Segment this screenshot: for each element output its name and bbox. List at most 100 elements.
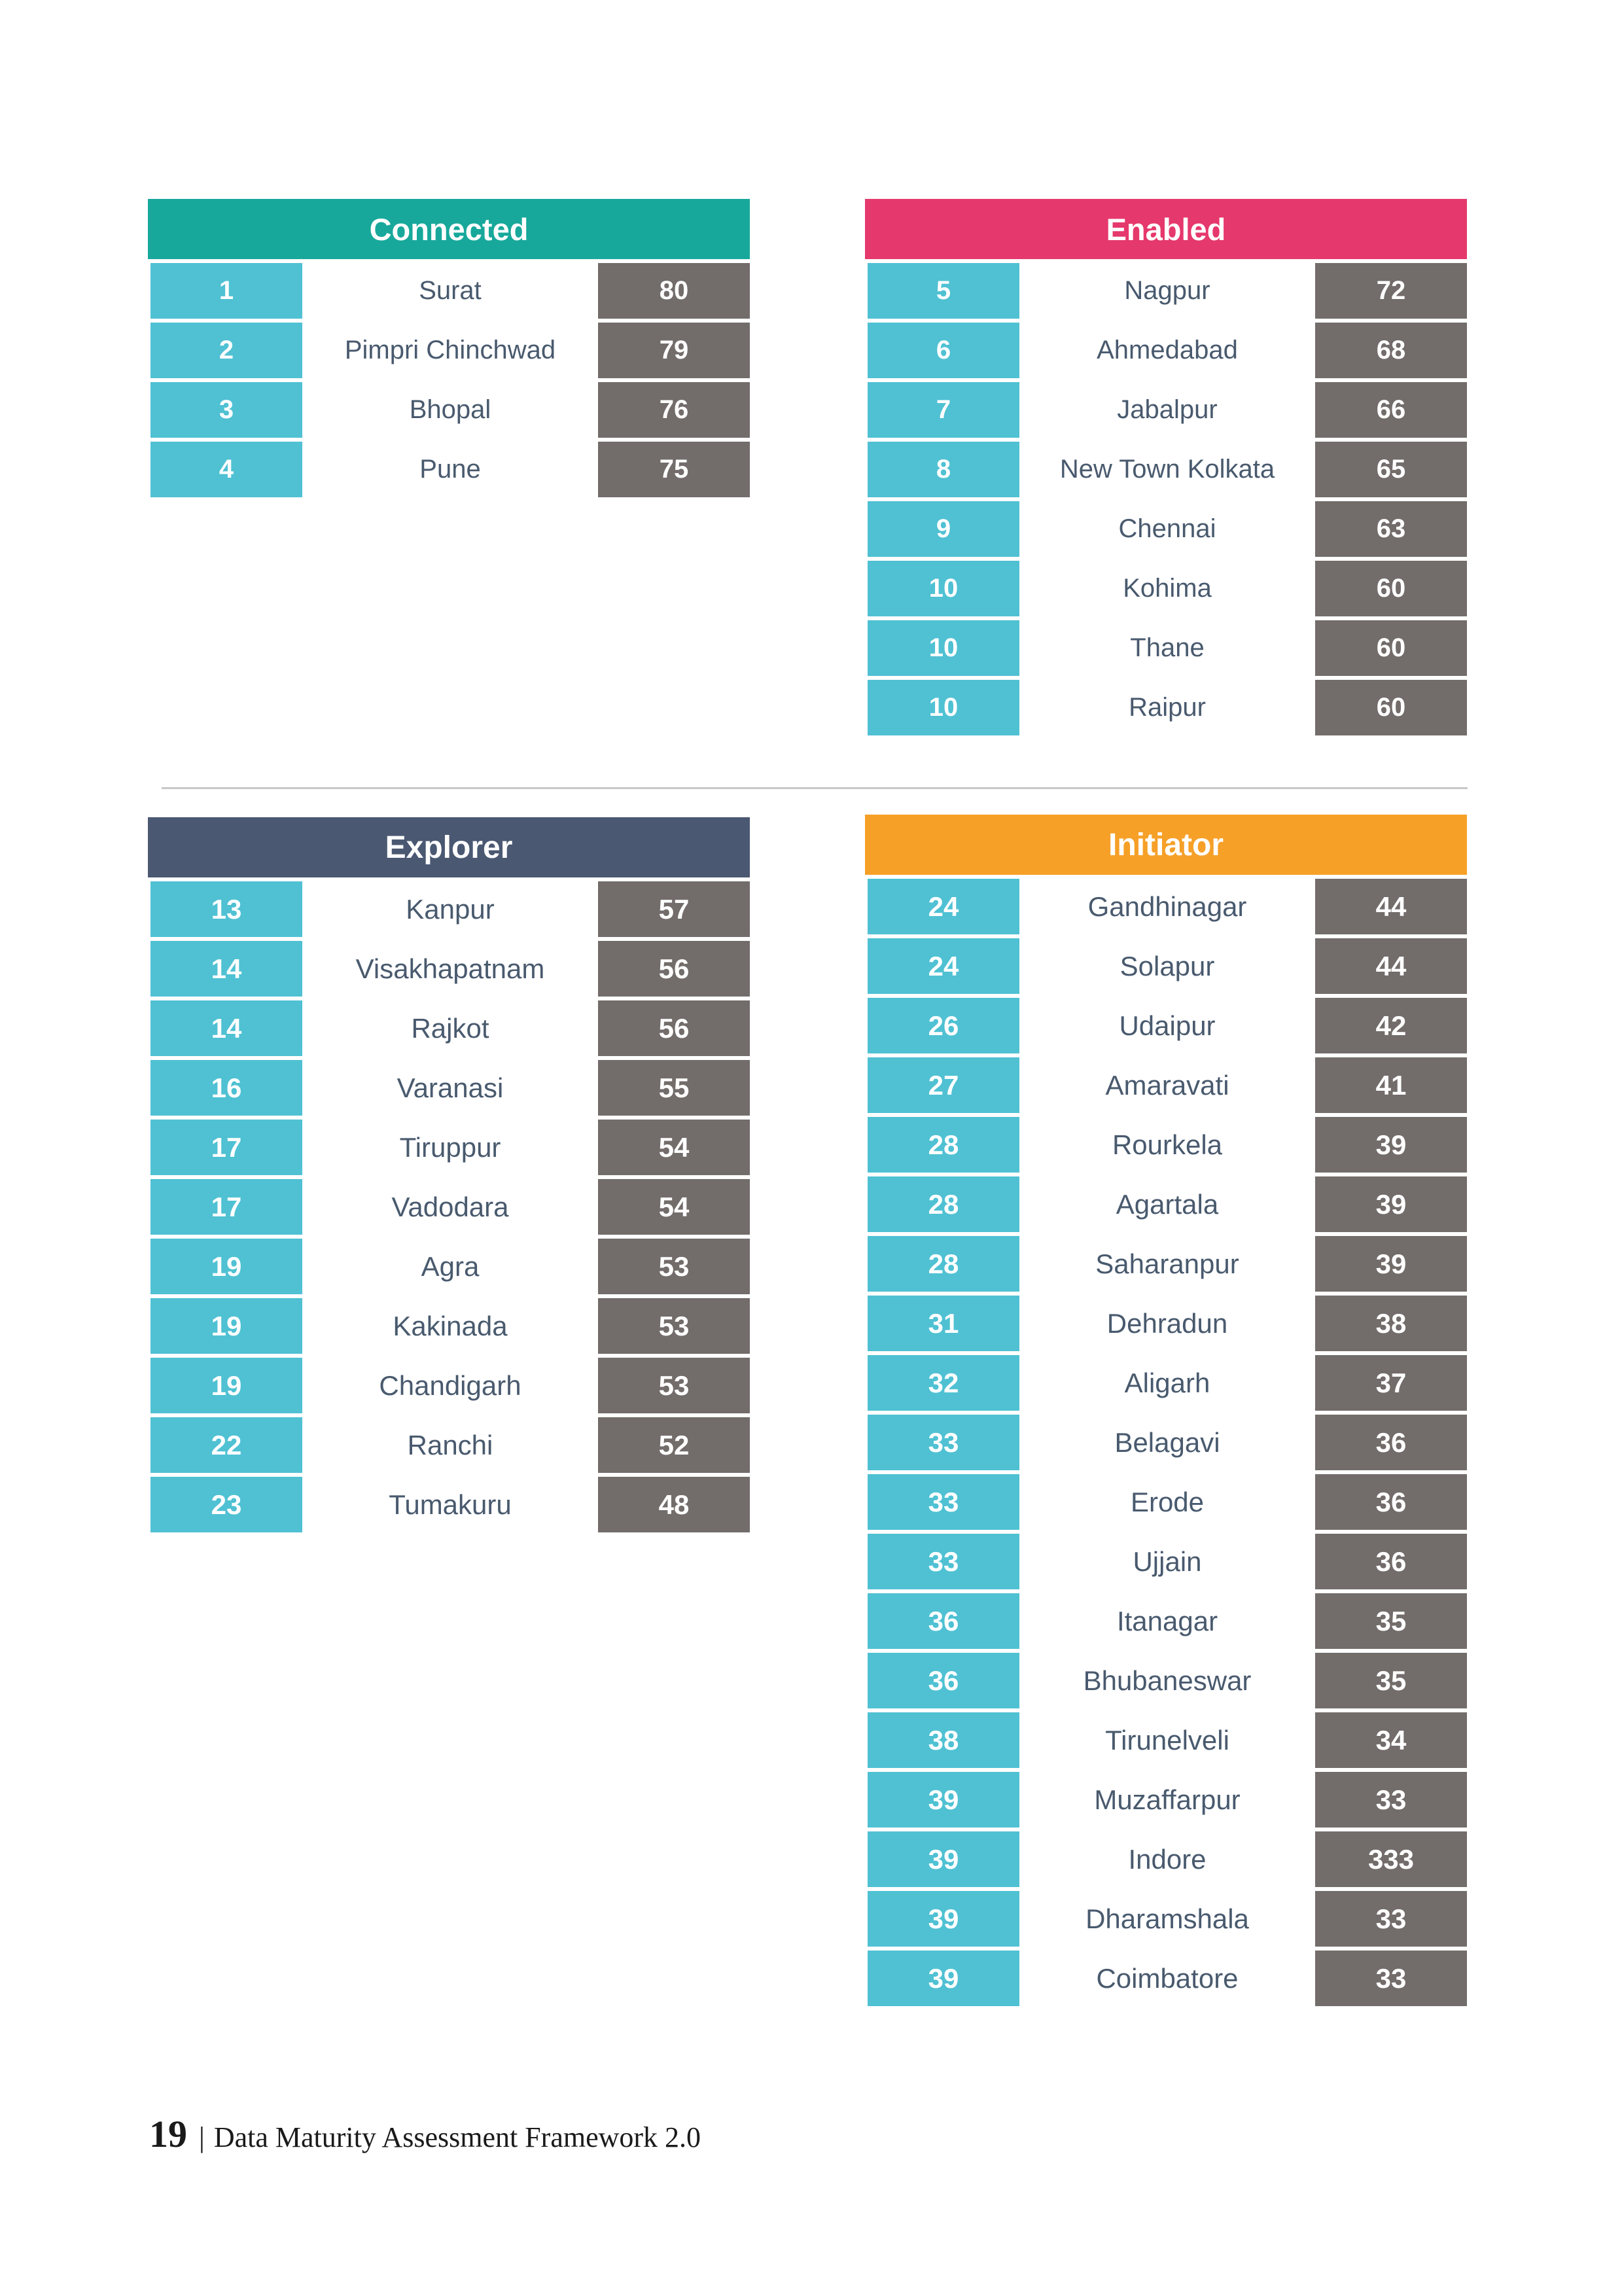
score-cell: 39 xyxy=(1315,1236,1467,1292)
score-cell: 39 xyxy=(1315,1176,1467,1232)
rank-cell: 33 xyxy=(868,1415,1019,1470)
score-cell: 54 xyxy=(598,1179,750,1235)
city-cell: Chennai xyxy=(1118,514,1216,543)
panel-connected: Connected 1 Surat 80 2 Pimpri Chinchwad 79 3 Bh… xyxy=(148,199,750,501)
page-number: 19 xyxy=(149,2113,187,2155)
rank-cell: 16 xyxy=(150,1060,302,1116)
ranking-rows-explorer: 13 Kanpur 57 14 Visakhapatnam 56 14 Rajkot 56 16 V… xyxy=(148,881,750,1532)
rank-cell: 26 xyxy=(868,998,1019,1053)
score-cell: 55 xyxy=(598,1060,750,1116)
score-cell: 53 xyxy=(598,1298,750,1354)
rank-cell: 22 xyxy=(150,1417,302,1473)
city-cell: Solapur xyxy=(1120,950,1215,981)
city-cell: Tumakuru xyxy=(389,1489,512,1520)
city-cell: Agra xyxy=(421,1250,480,1282)
table-row: 24 Gandhinagar 44 xyxy=(865,879,1467,934)
city-cell: Udaipur xyxy=(1119,1010,1216,1041)
score-cell: 38 xyxy=(1315,1296,1467,1351)
table-row: 39 Indore 333 xyxy=(865,1831,1467,1887)
table-row: 24 Solapur 44 xyxy=(865,938,1467,994)
panel-header-explorer: Explorer xyxy=(148,817,750,877)
table-row: 26 Udaipur 42 xyxy=(865,998,1467,1053)
city-cell: Tiruppur xyxy=(399,1131,501,1163)
score-cell: 80 xyxy=(598,263,750,319)
score-cell: 79 xyxy=(598,323,750,378)
table-row: 28 Rourkela 39 xyxy=(865,1117,1467,1173)
table-row: 36 Bhubaneswar 35 xyxy=(865,1653,1467,1708)
rank-cell: 14 xyxy=(150,941,302,997)
city-cell: Visakhapatnam xyxy=(355,953,545,984)
table-row: 19 Kakinada 53 xyxy=(148,1298,750,1354)
table-row: 6 Ahmedabad 68 xyxy=(865,323,1467,378)
city-cell: Dharamshala xyxy=(1085,1903,1249,1934)
city-cell: Vadodara xyxy=(391,1191,509,1222)
rank-cell: 31 xyxy=(868,1296,1019,1351)
rank-cell: 19 xyxy=(150,1239,302,1294)
score-cell: 52 xyxy=(598,1417,750,1473)
score-cell: 53 xyxy=(598,1358,750,1413)
rank-cell: 1 xyxy=(150,263,302,319)
rank-cell: 32 xyxy=(868,1355,1019,1411)
city-cell: Ujjain xyxy=(1133,1545,1202,1577)
rank-cell: 39 xyxy=(868,1772,1019,1828)
rank-cell: 8 xyxy=(868,442,1019,497)
score-cell: 56 xyxy=(598,941,750,997)
city-cell: Thane xyxy=(1130,633,1205,662)
city-cell: Chandigarh xyxy=(379,1369,521,1401)
score-cell: 56 xyxy=(598,1000,750,1056)
footer-separator: | xyxy=(199,2121,205,2153)
rank-cell: 17 xyxy=(150,1120,302,1175)
table-row: 7 Jabalpur 66 xyxy=(865,382,1467,438)
city-cell: Dehradun xyxy=(1106,1307,1228,1339)
rank-cell: 14 xyxy=(150,1000,302,1056)
rank-cell: 33 xyxy=(868,1534,1019,1589)
city-cell: Kakinada xyxy=(393,1310,508,1341)
table-row: 22 Ranchi 52 xyxy=(148,1417,750,1473)
document-title: Data Maturity Assessment Framework 2.0 xyxy=(213,2121,701,2153)
score-cell: 72 xyxy=(1315,263,1467,319)
city-cell: Jabalpur xyxy=(1117,395,1218,424)
score-cell: 48 xyxy=(598,1477,750,1532)
rank-cell: 28 xyxy=(868,1176,1019,1232)
score-cell: 63 xyxy=(1315,501,1467,557)
table-row: 19 Agra 53 xyxy=(148,1239,750,1294)
score-cell: 39 xyxy=(1315,1117,1467,1173)
panel-enabled: Enabled 5 Nagpur 72 6 Ahmedabad 68 7 Jabalpur 66… xyxy=(865,199,1467,739)
city-cell: Coimbatore xyxy=(1096,1962,1239,1994)
table-row: 17 Vadodara 54 xyxy=(148,1179,750,1235)
city-cell: Bhubaneswar xyxy=(1083,1665,1252,1696)
rank-cell: 38 xyxy=(868,1712,1019,1768)
city-cell: Kanpur xyxy=(406,893,495,925)
ranking-rows-initiator: 24 Gandhinagar 44 24 Solapur 44 26 Udaipur 42 27 A… xyxy=(865,879,1467,2006)
score-cell: 66 xyxy=(1315,382,1467,438)
score-cell: 65 xyxy=(1315,442,1467,497)
table-row: 23 Tumakuru 48 xyxy=(148,1477,750,1532)
city-cell: Saharanpur xyxy=(1095,1248,1239,1279)
score-cell: 35 xyxy=(1315,1653,1467,1708)
city-cell: Surat xyxy=(419,276,482,305)
table-row: 1 Surat 80 xyxy=(148,263,750,319)
city-cell: Rourkela xyxy=(1112,1129,1223,1160)
table-row: 39 Muzaffarpur 33 xyxy=(865,1772,1467,1828)
city-cell: Pimpri Chinchwad xyxy=(344,336,556,364)
rank-cell: 10 xyxy=(868,561,1019,616)
city-cell: Indore xyxy=(1128,1843,1207,1875)
rank-cell: 13 xyxy=(150,881,302,937)
city-cell: Itanagar xyxy=(1116,1605,1218,1636)
ranking-rows-enabled: 5 Nagpur 72 6 Ahmedabad 68 7 Jabalpur 66 8 New Tow… xyxy=(865,263,1467,735)
score-cell: 54 xyxy=(598,1120,750,1175)
table-row: 32 Aligarh 37 xyxy=(865,1355,1467,1411)
score-cell: 41 xyxy=(1315,1057,1467,1113)
city-cell: New Town Kolkata xyxy=(1059,455,1275,484)
score-cell: 68 xyxy=(1315,323,1467,378)
table-row: 14 Visakhapatnam 56 xyxy=(148,941,750,997)
city-cell: Kohima xyxy=(1123,574,1212,603)
rank-cell: 19 xyxy=(150,1358,302,1413)
rank-cell: 7 xyxy=(868,382,1019,438)
panel-header-initiator: Initiator xyxy=(865,815,1467,875)
city-cell: Rajkot xyxy=(411,1012,489,1044)
city-cell: Belagavi xyxy=(1114,1426,1220,1458)
table-row: 28 Saharanpur 39 xyxy=(865,1236,1467,1292)
table-row: 10 Raipur 60 xyxy=(865,680,1467,735)
score-cell: 36 xyxy=(1315,1474,1467,1530)
